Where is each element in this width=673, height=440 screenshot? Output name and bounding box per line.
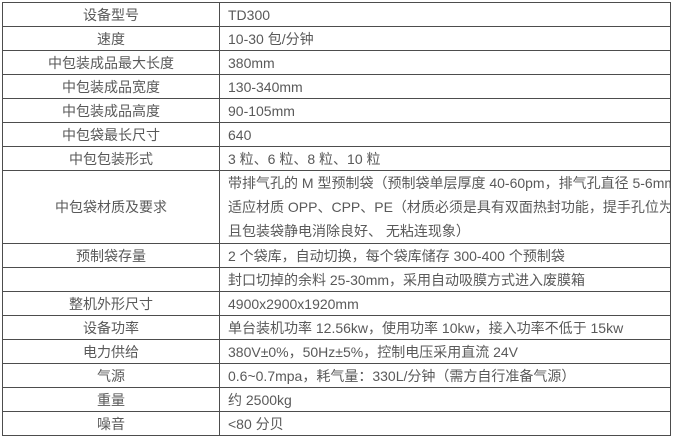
spec-label: 重量 xyxy=(2,387,220,412)
spec-label: 气源 xyxy=(2,363,220,388)
table-row: 设备功率 单台装机功率 12.56kw，使用功率 10kw，接入功率不低于 15… xyxy=(2,315,671,340)
spec-value: 2 个袋库，自动切换，每个袋库储存 300-400 个预制袋 xyxy=(219,243,671,268)
spec-value-line: 带排气孔的 M 型预制袋（预制袋单层厚度 40-60pm，排气孔直径 5-6mm… xyxy=(228,175,671,191)
spec-label: 中包袋最长尺寸 xyxy=(2,122,220,147)
spec-label: 整机外形尺寸 xyxy=(2,291,220,316)
table-row: 整机外形尺寸 4900x2900x1920mm xyxy=(2,291,671,316)
spec-label: 中包装成品最大长度 xyxy=(2,50,220,75)
table-row: 噪音 <80 分贝 xyxy=(2,411,671,436)
spec-value: 带排气孔的 M 型预制袋（预制袋单层厚度 40-60pm，排气孔直径 5-6mm… xyxy=(219,170,671,244)
spec-value: 380V±0%，50Hz±5%，控制电压采用直流 24V xyxy=(219,339,671,364)
spec-value: 4900x2900x1920mm xyxy=(219,291,671,316)
table-row: 预制袋存量 2 个袋库，自动切换，每个袋库储存 300-400 个预制袋 xyxy=(2,243,671,268)
spec-value: 10-30 包/分钟 xyxy=(219,26,671,51)
spec-value: 单台装机功率 12.56kw，使用功率 10kw，接入功率不低于 15kw xyxy=(219,315,671,340)
spec-value: 3 粒、6 粒、8 粒、10 粒 xyxy=(219,146,671,171)
table-row: 电力供给 380V±0%，50Hz±5%，控制电压采用直流 24V xyxy=(2,339,671,364)
table-row: 封口切掉的余料 25-30mm，采用自动吸膜方式进入废膜箱 xyxy=(2,267,671,292)
table-row: 速度 10-30 包/分钟 xyxy=(2,26,671,51)
spec-label: 中包包装形式 xyxy=(2,146,220,171)
spec-label: 预制袋存量 xyxy=(2,243,220,268)
spec-label: 电力供给 xyxy=(2,339,220,364)
spec-label: 设备功率 xyxy=(2,315,220,340)
spec-value-line: 且包装袋静电消除良好、 无粘连现象） xyxy=(228,223,470,239)
spec-label xyxy=(2,267,220,292)
spec-label: 中包装成品宽度 xyxy=(2,74,220,99)
spec-label: 速度 xyxy=(2,26,220,51)
spec-value: 约 2500kg xyxy=(219,387,671,412)
table-row: 中包装成品最大长度 380mm xyxy=(2,50,671,75)
spec-label: 中包装成品高度 xyxy=(2,98,220,123)
table-row: 气源 0.6~0.7mpa，耗气量：330L/分钟（需方自行准备气源） xyxy=(2,363,671,388)
spec-value: 封口切掉的余料 25-30mm，采用自动吸膜方式进入废膜箱 xyxy=(219,267,671,292)
table-row: 中包袋材质及要求 带排气孔的 M 型预制袋（预制袋单层厚度 40-60pm，排气… xyxy=(2,170,671,244)
spec-label: 噪音 xyxy=(2,411,220,436)
spec-value: 380mm xyxy=(219,50,671,75)
table-row: 中包装成品宽度 130-340mm xyxy=(2,74,671,99)
spec-label: 设备型号 xyxy=(2,2,220,27)
spec-value: 90-105mm xyxy=(219,98,671,123)
spec-value: TD300 xyxy=(219,2,671,27)
spec-value: 130-340mm xyxy=(219,74,671,99)
table-row: 重量 约 2500kg xyxy=(2,387,671,412)
table-row: 中包袋最长尺寸 640 xyxy=(2,122,671,147)
table-row: 设备型号 TD300 xyxy=(2,2,671,27)
spec-value: 0.6~0.7mpa，耗气量：330L/分钟（需方自行准备气源） xyxy=(219,363,671,388)
spec-label: 中包袋材质及要求 xyxy=(2,170,220,244)
spec-value: <80 分贝 xyxy=(219,411,671,436)
spec-value: 640 xyxy=(219,122,671,147)
table-row: 中包装成品高度 90-105mm xyxy=(2,98,671,123)
table-row: 中包包装形式 3 粒、6 粒、8 粒、10 粒 xyxy=(2,146,671,171)
spec-value-line: 适应材质 OPP、CPP、PE（材质必须是具有双面热封功能，提手孔位为通孔， xyxy=(228,199,671,215)
